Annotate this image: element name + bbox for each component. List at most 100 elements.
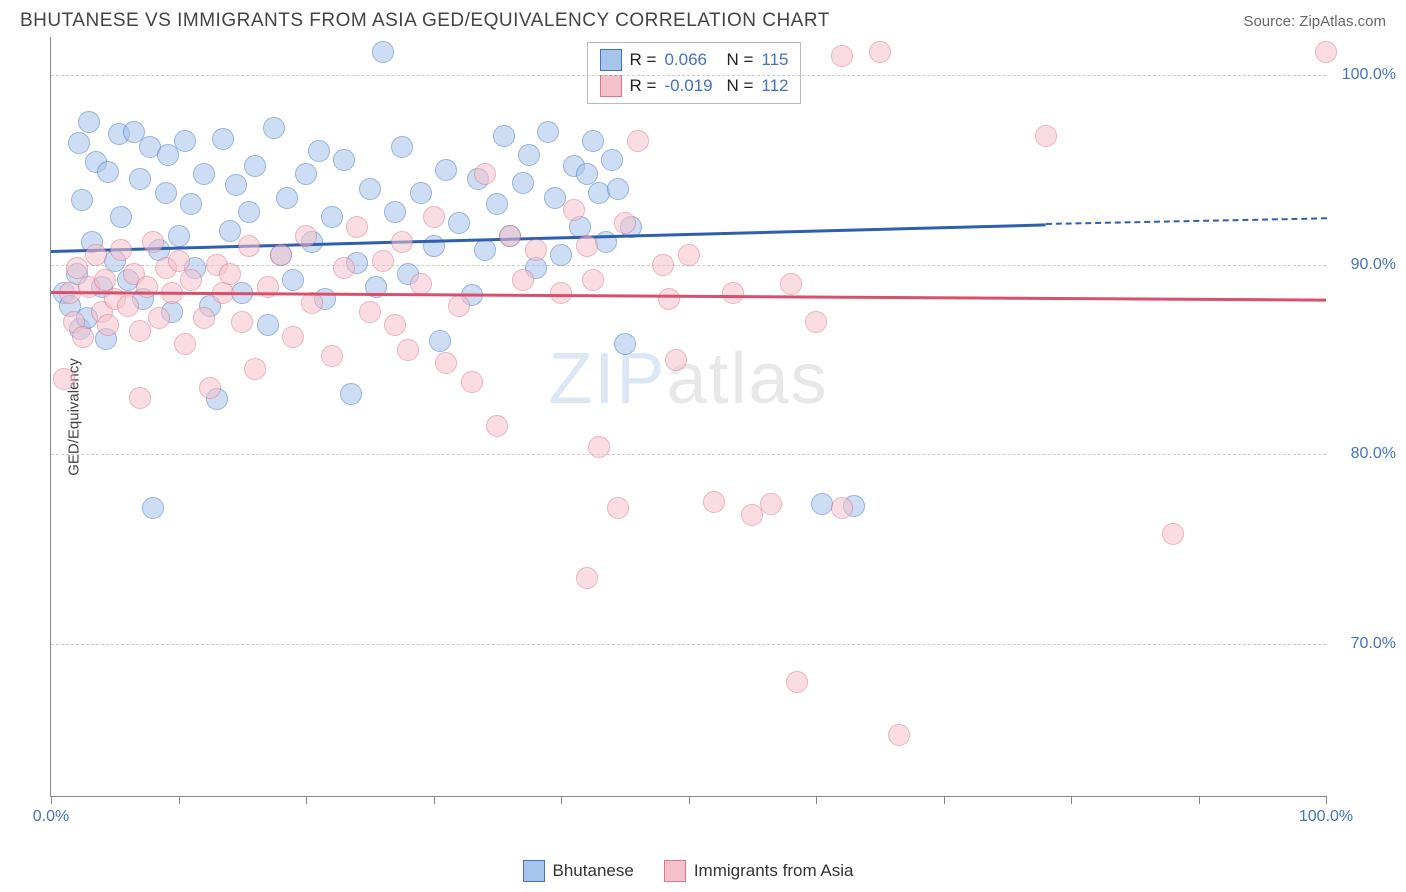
y-tick-label: 90.0% — [1351, 256, 1396, 274]
data-point — [219, 220, 241, 242]
trend-line-extend — [1045, 217, 1326, 225]
data-point — [142, 497, 164, 519]
data-point — [359, 301, 381, 323]
data-point — [429, 330, 451, 352]
legend-swatch — [600, 75, 622, 97]
data-point — [66, 257, 88, 279]
data-point — [582, 130, 604, 152]
x-tick — [1199, 796, 1200, 804]
data-point — [333, 257, 355, 279]
data-point — [384, 201, 406, 223]
data-point — [410, 273, 432, 295]
data-point — [155, 182, 177, 204]
x-tick — [944, 796, 945, 804]
watermark-part-2: atlas — [666, 339, 828, 419]
n-label: N = — [726, 76, 753, 96]
data-point — [1315, 41, 1337, 63]
data-point — [461, 371, 483, 393]
data-point — [614, 333, 636, 355]
data-point — [193, 307, 215, 329]
source-attribution: Source: ZipAtlas.com — [1243, 13, 1386, 30]
gridline — [51, 644, 1326, 645]
data-point — [257, 314, 279, 336]
data-point — [219, 263, 241, 285]
data-point — [97, 314, 119, 336]
legend-stats: R =0.066N =115R =-0.019N =112 — [587, 42, 802, 104]
data-point — [282, 269, 304, 291]
data-point — [607, 497, 629, 519]
data-point — [321, 206, 343, 228]
data-point — [180, 269, 202, 291]
x-tick — [561, 796, 562, 804]
data-point — [576, 235, 598, 257]
data-point — [142, 231, 164, 253]
data-point — [525, 239, 547, 261]
data-point — [512, 269, 534, 291]
legend-item: Immigrants from Asia — [664, 860, 854, 882]
y-tick-label: 70.0% — [1351, 635, 1396, 653]
data-point — [174, 333, 196, 355]
data-point — [372, 41, 394, 63]
data-point — [588, 436, 610, 458]
data-point — [168, 225, 190, 247]
legend-swatch — [523, 860, 545, 882]
r-label: R = — [630, 76, 657, 96]
x-tick — [1071, 796, 1072, 804]
data-point — [340, 383, 362, 405]
x-tick — [1326, 796, 1327, 804]
data-point — [448, 295, 470, 317]
data-point — [257, 276, 279, 298]
data-point — [831, 497, 853, 519]
data-point — [68, 132, 90, 154]
x-tick-label: 0.0% — [33, 808, 69, 826]
chart-container: GED/Equivalency ZIPatlas R =0.066N =115R… — [50, 37, 1326, 797]
data-point — [831, 45, 853, 67]
data-point — [372, 250, 394, 272]
data-point — [238, 235, 260, 257]
data-point — [212, 128, 234, 150]
data-point — [563, 199, 585, 221]
legend-stats-row: R =0.066N =115 — [600, 47, 789, 73]
x-tick — [816, 796, 817, 804]
data-point — [888, 724, 910, 746]
data-point — [231, 311, 253, 333]
data-point — [627, 130, 649, 152]
data-point — [780, 273, 802, 295]
legend-bottom: Bhutanese Immigrants from Asia — [50, 860, 1326, 882]
data-point — [537, 121, 559, 143]
data-point — [760, 493, 782, 515]
data-point — [805, 311, 827, 333]
data-point — [678, 244, 700, 266]
data-point — [276, 187, 298, 209]
data-point — [72, 326, 94, 348]
legend-label: Bhutanese — [553, 861, 634, 881]
trend-line — [51, 223, 1046, 252]
data-point — [359, 178, 381, 200]
data-point — [550, 244, 572, 266]
x-tick — [689, 796, 690, 804]
data-point — [607, 178, 629, 200]
data-point — [148, 307, 170, 329]
data-point — [474, 163, 496, 185]
x-tick — [51, 796, 52, 804]
legend-item: Bhutanese — [523, 860, 634, 882]
data-point — [576, 567, 598, 589]
data-point — [174, 130, 196, 152]
n-label: N = — [726, 50, 753, 70]
legend-swatch — [664, 860, 686, 882]
data-point — [869, 41, 891, 63]
data-point — [435, 352, 457, 374]
chart-title: BHUTANESE VS IMMIGRANTS FROM ASIA GED/EQ… — [20, 10, 830, 32]
data-point — [263, 117, 285, 139]
data-point — [244, 155, 266, 177]
data-point — [346, 216, 368, 238]
data-point — [423, 206, 445, 228]
data-point — [295, 225, 317, 247]
header: BHUTANESE VS IMMIGRANTS FROM ASIA GED/EQ… — [0, 0, 1406, 37]
data-point — [199, 377, 221, 399]
r-label: R = — [630, 50, 657, 70]
data-point — [474, 239, 496, 261]
data-point — [168, 250, 190, 272]
data-point — [486, 415, 508, 437]
data-point — [129, 387, 151, 409]
